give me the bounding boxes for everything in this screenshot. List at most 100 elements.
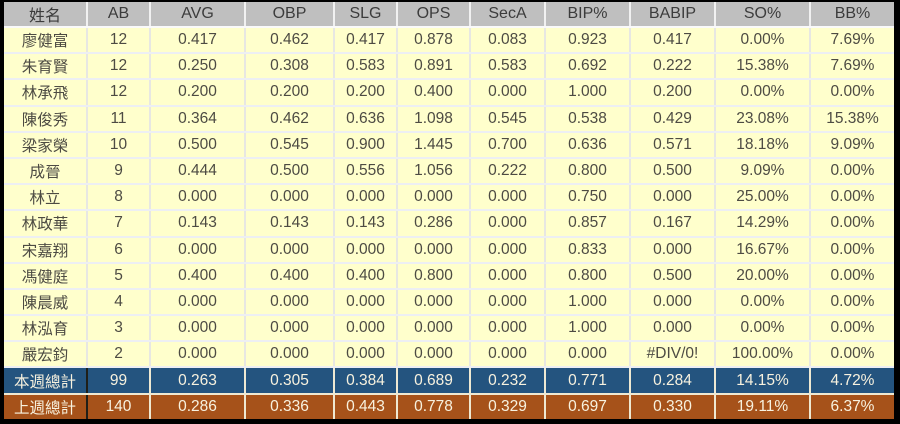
total-stat-cell[interactable]: 0.286 (150, 393, 246, 419)
stat-cell[interactable]: 5 (87, 262, 151, 290)
total-label-cell[interactable]: 本週總計 (4, 367, 88, 395)
stat-cell[interactable]: 3 (87, 315, 151, 343)
stat-cell[interactable]: 0.000 (470, 236, 546, 264)
stat-cell[interactable]: 0.000 (397, 236, 471, 264)
stat-cell[interactable]: 7.69% (810, 53, 894, 81)
column-header-babip[interactable]: BABIP (630, 2, 716, 28)
stat-cell[interactable]: 0.000 (397, 288, 471, 317)
stat-cell[interactable]: 11 (87, 105, 151, 133)
stat-cell[interactable]: 0.429 (630, 105, 716, 133)
stat-cell[interactable]: 0.00% (715, 79, 811, 107)
stat-cell[interactable]: 12 (87, 79, 151, 107)
stat-cell[interactable]: 0.878 (397, 27, 471, 55)
stat-cell[interactable]: 0.222 (470, 157, 546, 186)
stat-cell[interactable]: 0.800 (545, 157, 631, 186)
stat-cell[interactable]: 20.00% (715, 262, 811, 290)
stat-cell[interactable]: 0.545 (470, 105, 546, 133)
player-name-cell[interactable]: 宋嘉翔 (4, 236, 88, 264)
stat-cell[interactable]: 0.923 (545, 27, 631, 55)
stat-cell[interactable]: 12 (87, 53, 151, 81)
stat-cell[interactable]: 1.000 (545, 79, 631, 107)
stat-cell[interactable]: 0.00% (810, 210, 894, 238)
stat-cell[interactable]: 0.000 (470, 262, 546, 290)
column-header-so-pct[interactable]: SO% (715, 2, 811, 28)
stat-cell[interactable]: 0.00% (810, 79, 894, 107)
stat-cell[interactable]: 12 (87, 27, 151, 55)
stat-cell[interactable]: 0.143 (245, 210, 335, 238)
stat-cell[interactable]: 0.000 (397, 341, 471, 369)
total-stat-cell[interactable]: 0.330 (630, 393, 716, 419)
stat-cell[interactable]: 4 (87, 288, 151, 317)
stat-cell[interactable]: 9 (87, 157, 151, 186)
stat-cell[interactable]: 0.000 (630, 184, 716, 212)
stat-cell[interactable]: 0.000 (245, 288, 335, 317)
stat-cell[interactable]: 0.636 (545, 131, 631, 159)
stat-cell[interactable]: 0.00% (810, 262, 894, 290)
stat-cell[interactable]: 0.000 (150, 288, 246, 317)
stat-cell[interactable]: 15.38% (810, 105, 894, 133)
stat-cell[interactable]: 0.400 (397, 79, 471, 107)
stat-cell[interactable]: 0.000 (545, 341, 631, 369)
stat-cell[interactable]: 0.00% (810, 157, 894, 186)
stat-cell[interactable]: 0.286 (397, 210, 471, 238)
stat-cell[interactable]: 0.462 (245, 105, 335, 133)
stat-cell[interactable]: 0.00% (715, 288, 811, 317)
stat-cell[interactable]: 0.583 (470, 53, 546, 81)
stat-cell[interactable]: 0.545 (245, 131, 335, 159)
player-name-cell[interactable]: 林立 (4, 184, 88, 212)
stat-cell[interactable]: 0.200 (150, 79, 246, 107)
stat-cell[interactable]: 18.18% (715, 131, 811, 159)
stat-cell[interactable]: 0.700 (470, 131, 546, 159)
total-stat-cell[interactable]: 0.771 (545, 367, 631, 395)
player-name-cell[interactable]: 嚴宏鈞 (4, 341, 88, 369)
stat-cell[interactable]: 0.000 (150, 184, 246, 212)
stat-cell[interactable]: 0.083 (470, 27, 546, 55)
column-header-bip-pct[interactable]: BIP% (545, 2, 631, 28)
total-stat-cell[interactable]: 0.329 (470, 393, 546, 419)
stat-cell[interactable]: 0.500 (630, 157, 716, 186)
total-stat-cell[interactable]: 4.72% (810, 367, 894, 395)
stat-cell[interactable]: 0.200 (245, 79, 335, 107)
stat-cell[interactable]: 0.800 (397, 262, 471, 290)
stat-cell[interactable]: 1.056 (397, 157, 471, 186)
total-stat-cell[interactable]: 99 (87, 367, 151, 395)
total-stat-cell[interactable]: 0.305 (245, 367, 335, 395)
column-header-name[interactable]: 姓名 (4, 2, 88, 28)
stat-cell[interactable]: 0.200 (630, 79, 716, 107)
stat-cell[interactable]: 0.583 (334, 53, 398, 81)
total-stat-cell[interactable]: 0.263 (150, 367, 246, 395)
player-name-cell[interactable]: 梁家榮 (4, 131, 88, 159)
stat-cell[interactable]: 0.000 (334, 184, 398, 212)
stat-cell[interactable]: 0.000 (470, 288, 546, 317)
stat-cell[interactable]: 1.098 (397, 105, 471, 133)
stat-cell[interactable]: 0.00% (810, 236, 894, 264)
stat-cell[interactable]: 7 (87, 210, 151, 238)
stat-cell[interactable]: 0.308 (245, 53, 335, 81)
stat-cell[interactable]: 1.000 (545, 288, 631, 317)
stat-cell[interactable]: 0.200 (334, 79, 398, 107)
stat-cell[interactable]: 0.500 (245, 157, 335, 186)
total-stat-cell[interactable]: 0.284 (630, 367, 716, 395)
stat-cell[interactable]: 1.445 (397, 131, 471, 159)
column-header-obp[interactable]: OBP (245, 2, 335, 28)
stat-cell[interactable]: 0.00% (715, 27, 811, 55)
total-stat-cell[interactable]: 140 (87, 393, 151, 419)
stat-cell[interactable]: 0.00% (810, 315, 894, 343)
player-name-cell[interactable]: 廖健富 (4, 27, 88, 55)
stat-cell[interactable]: 0.692 (545, 53, 631, 81)
stat-cell[interactable]: 0.000 (470, 184, 546, 212)
stat-cell[interactable]: 0.000 (630, 236, 716, 264)
stat-cell[interactable]: 0.444 (150, 157, 246, 186)
stat-cell[interactable]: 0.417 (334, 27, 398, 55)
stat-cell[interactable]: 0.000 (397, 315, 471, 343)
stat-cell[interactable]: 0.00% (810, 184, 894, 212)
total-stat-cell[interactable]: 0.232 (470, 367, 546, 395)
total-stat-cell[interactable]: 0.689 (397, 367, 471, 395)
player-name-cell[interactable]: 成晉 (4, 157, 88, 186)
stat-cell[interactable]: 0.250 (150, 53, 246, 81)
stat-cell[interactable]: 0.000 (334, 315, 398, 343)
stat-cell[interactable]: 0.000 (630, 288, 716, 317)
column-header-avg[interactable]: AVG (150, 2, 246, 28)
stat-cell[interactable]: 0.000 (245, 341, 335, 369)
stat-cell[interactable]: 0.222 (630, 53, 716, 81)
